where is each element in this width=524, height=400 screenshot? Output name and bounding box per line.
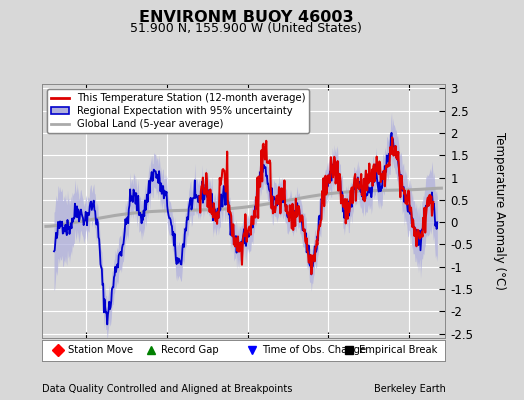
Text: Record Gap: Record Gap [161, 345, 219, 355]
Text: Data Quality Controlled and Aligned at Breakpoints: Data Quality Controlled and Aligned at B… [42, 384, 292, 394]
Text: Empirical Break: Empirical Break [358, 345, 437, 355]
Text: Time of Obs. Change: Time of Obs. Change [262, 345, 366, 355]
Text: Berkeley Earth: Berkeley Earth [374, 384, 445, 394]
Text: ENVIRONM BUOY 46003: ENVIRONM BUOY 46003 [139, 10, 354, 25]
Text: Station Move: Station Move [68, 345, 133, 355]
Legend: This Temperature Station (12-month average), Regional Expectation with 95% uncer: This Temperature Station (12-month avera… [47, 89, 309, 133]
Y-axis label: Temperature Anomaly (°C): Temperature Anomaly (°C) [493, 132, 506, 290]
Text: 51.900 N, 155.900 W (United States): 51.900 N, 155.900 W (United States) [130, 22, 362, 35]
